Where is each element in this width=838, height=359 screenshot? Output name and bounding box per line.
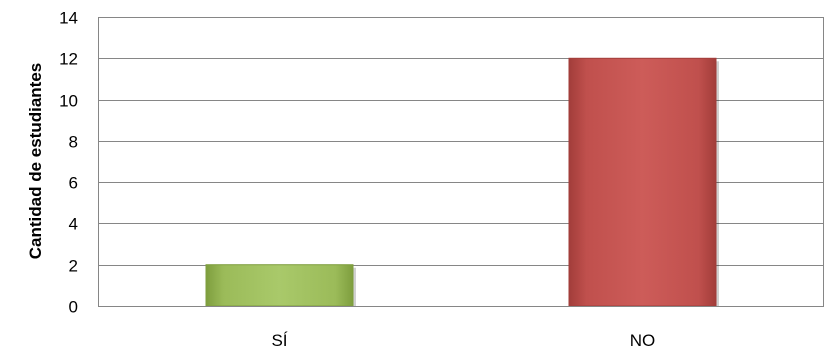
x-category-label: SÍ	[271, 331, 287, 350]
y-tick-label: 4	[69, 215, 78, 234]
x-axis-categories: SÍ NO	[271, 331, 655, 350]
y-tick-label: 0	[69, 298, 78, 317]
plot-frame	[98, 17, 824, 307]
plot-area-border	[98, 17, 824, 307]
bar-no	[568, 57, 717, 307]
x-category-label: NO	[630, 331, 656, 350]
y-axis-label: Cantidad de estudiantes	[26, 63, 45, 259]
y-tick-label: 12	[59, 50, 78, 69]
y-axis-ticks: 0 2 4 6 8 10 12 14	[59, 9, 78, 317]
y-tick-label: 14	[59, 9, 78, 28]
y-tick-label: 2	[69, 257, 78, 276]
y-tick-label: 6	[69, 174, 78, 193]
y-tick-label: 8	[69, 133, 78, 152]
bars	[205, 57, 719, 307]
bar-si	[205, 264, 354, 307]
y-tick-label: 10	[59, 92, 78, 111]
